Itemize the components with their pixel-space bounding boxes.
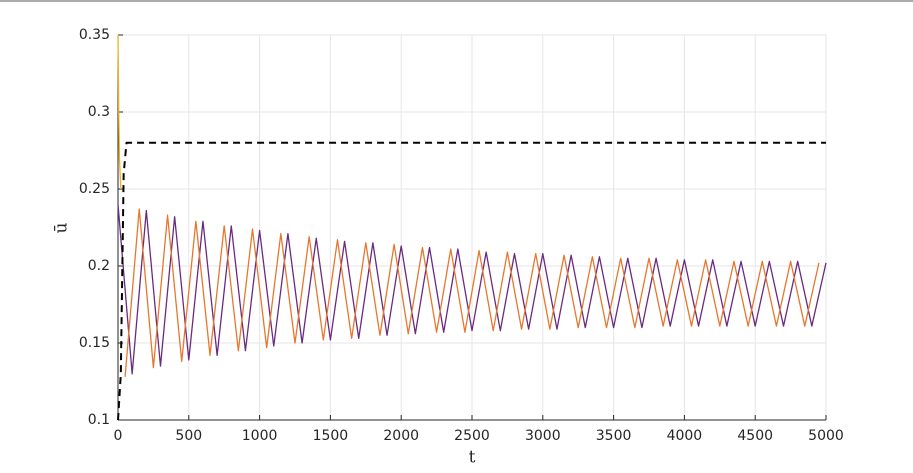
x-tick-label: 4500 bbox=[737, 428, 773, 444]
x-tick-label: 5000 bbox=[808, 428, 844, 444]
x-tick-label: 3000 bbox=[525, 428, 561, 444]
x-tick-label: 500 bbox=[175, 428, 202, 444]
x-tick-label: 2000 bbox=[383, 428, 419, 444]
x-tick-label: 3500 bbox=[596, 428, 632, 444]
x-axis-label: t bbox=[469, 448, 476, 468]
series-line bbox=[117, 204, 827, 375]
series-line bbox=[117, 141, 826, 421]
y-tick-label: 0.25 bbox=[79, 181, 110, 197]
x-tick-label: 1500 bbox=[313, 428, 349, 444]
y-tick-label: 0.1 bbox=[88, 412, 110, 428]
x-tick-label: 4000 bbox=[667, 428, 703, 444]
y-tick-label: 0.2 bbox=[88, 258, 110, 274]
x-tick-label: 2500 bbox=[454, 428, 490, 444]
x-tick-label: 1000 bbox=[242, 428, 278, 444]
x-tick-label: 0 bbox=[114, 428, 123, 444]
y-axis-label: ū bbox=[52, 222, 72, 233]
y-tick-label: 0.35 bbox=[79, 27, 110, 43]
y-tick-label: 0.15 bbox=[79, 335, 110, 351]
series-line bbox=[117, 34, 122, 190]
series-line bbox=[124, 208, 820, 377]
y-tick-label: 0.3 bbox=[88, 104, 110, 120]
